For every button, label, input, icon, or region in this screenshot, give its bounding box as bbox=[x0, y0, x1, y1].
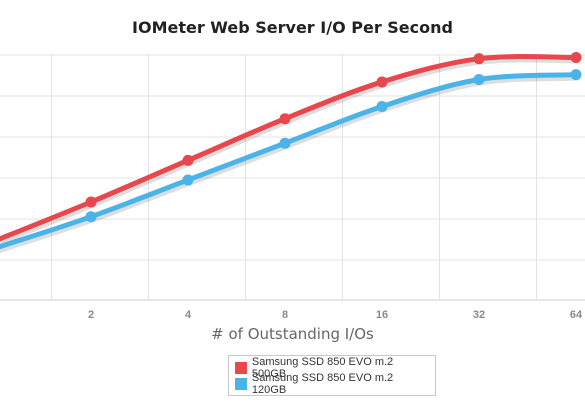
data-point[interactable] bbox=[182, 174, 194, 186]
data-point[interactable] bbox=[376, 76, 388, 88]
legend-label-500gb: Samsung SSD 850 EVO m.2 500GB bbox=[251, 356, 394, 380]
data-point[interactable] bbox=[376, 100, 388, 112]
data-point[interactable] bbox=[182, 154, 194, 166]
data-point[interactable] bbox=[473, 53, 485, 65]
x-tick-label: 16 bbox=[376, 309, 388, 321]
x-tick-label: 4 bbox=[185, 309, 192, 321]
data-point[interactable] bbox=[570, 51, 582, 63]
legend-swatch-120gb bbox=[235, 378, 247, 390]
chart-title: IOMeter Web Server I/O Per Second bbox=[132, 18, 453, 37]
legend-swatch-500gb bbox=[235, 362, 247, 374]
legend-label-120gb: Samsung SSD 850 EVO m.2 120GB bbox=[251, 372, 394, 396]
x-tick-label: 32 bbox=[473, 309, 485, 321]
x-tick-label: 64 bbox=[570, 309, 583, 321]
x-tick-label: 2 bbox=[88, 309, 94, 321]
legend-item-120gb[interactable]: Samsung SSD 850 EVO m.2 120GB bbox=[235, 372, 429, 396]
series-1 bbox=[0, 69, 582, 254]
data-point[interactable] bbox=[85, 196, 97, 208]
x-tick-labels: 2 4 8 16 32 64 bbox=[88, 309, 583, 321]
series-0 bbox=[0, 51, 582, 246]
series-line bbox=[0, 54, 579, 242]
series-layer bbox=[0, 51, 582, 254]
data-point[interactable] bbox=[473, 74, 485, 85]
x-tick-label: 8 bbox=[282, 309, 288, 321]
legend-item-500gb[interactable]: Samsung SSD 850 EVO m.2 500GB bbox=[235, 356, 429, 380]
grid-lines bbox=[0, 54, 585, 301]
x-axis-label: # of Outstanding I/Os bbox=[211, 325, 374, 343]
data-point[interactable] bbox=[279, 113, 291, 125]
data-point[interactable] bbox=[85, 211, 97, 223]
series-line-shadow bbox=[0, 74, 580, 254]
legend: Samsung SSD 850 EVO m.2 500GB Samsung SS… bbox=[228, 355, 436, 396]
data-point[interactable] bbox=[570, 69, 582, 81]
data-point[interactable] bbox=[279, 137, 291, 149]
